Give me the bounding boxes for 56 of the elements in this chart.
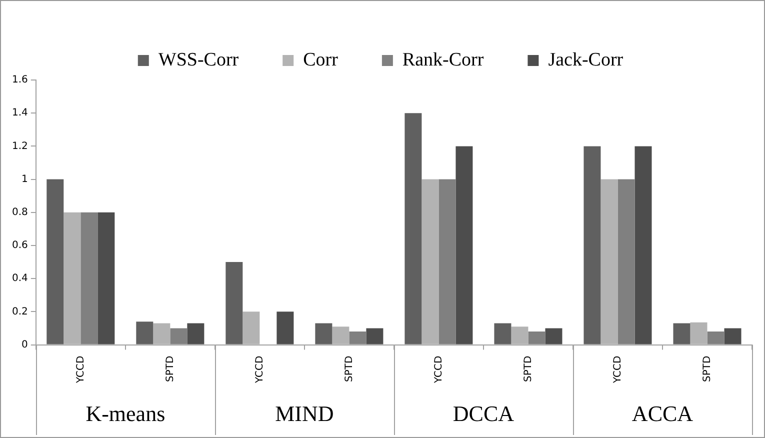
bar (724, 328, 742, 344)
legend-label: WSS-Corr (158, 49, 240, 70)
bar (187, 323, 204, 344)
text: ACCA (632, 400, 694, 426)
y-tick-label: 1.6 (12, 74, 28, 86)
bar (98, 212, 115, 344)
bar (690, 322, 708, 344)
bar (404, 113, 422, 344)
bar (422, 179, 439, 344)
bar (366, 328, 384, 344)
bar (511, 326, 528, 344)
x-tick-label: SPTD (344, 355, 355, 382)
bar (242, 312, 260, 344)
bar (528, 332, 546, 344)
x-tick-label: SPTD (164, 355, 176, 382)
x-tick-label: YCCD (254, 355, 266, 384)
bar (46, 179, 64, 344)
x-tick-label: YCCD (612, 355, 624, 384)
bar (349, 332, 366, 344)
y-tick-label: 0.2 (12, 306, 28, 318)
bar (456, 146, 473, 344)
y-tick-label: 0.6 (12, 240, 28, 252)
y-tick-label: 1.4 (12, 108, 28, 119)
x-tick-label: YCCD (75, 355, 86, 384)
bar (276, 312, 294, 344)
y-tick-label: 1 (22, 174, 28, 185)
y-tick-label: 1.2 (12, 140, 28, 152)
bar (64, 212, 81, 344)
x-tick-label: SPTD (702, 355, 713, 382)
text: K-means (86, 400, 166, 426)
bar (315, 323, 332, 344)
legend-label: Rank-Corr (402, 49, 484, 70)
y-tick-label: 0.8 (12, 206, 28, 218)
bar (545, 328, 562, 344)
bar (153, 323, 170, 344)
bar (170, 328, 188, 344)
bar (584, 146, 601, 344)
y-tick-label: 0.4 (12, 273, 28, 284)
bar (226, 262, 243, 344)
legend-label: Corr (303, 49, 339, 70)
bar (438, 179, 456, 344)
bar (673, 323, 690, 344)
x-tick-label: YCCD (433, 355, 444, 384)
bar (332, 326, 350, 344)
x-tick-label: SPTD (522, 355, 534, 382)
bar (136, 322, 154, 344)
text: DCCA (452, 400, 514, 426)
legend-label: Jack-Corr (548, 49, 624, 70)
text: MIND (275, 400, 334, 426)
bar (494, 323, 512, 344)
bar (600, 179, 618, 344)
bar (80, 212, 98, 344)
y-tick-label: 0 (22, 339, 28, 350)
bar (707, 332, 724, 344)
bar (634, 146, 652, 344)
bar (618, 179, 635, 344)
